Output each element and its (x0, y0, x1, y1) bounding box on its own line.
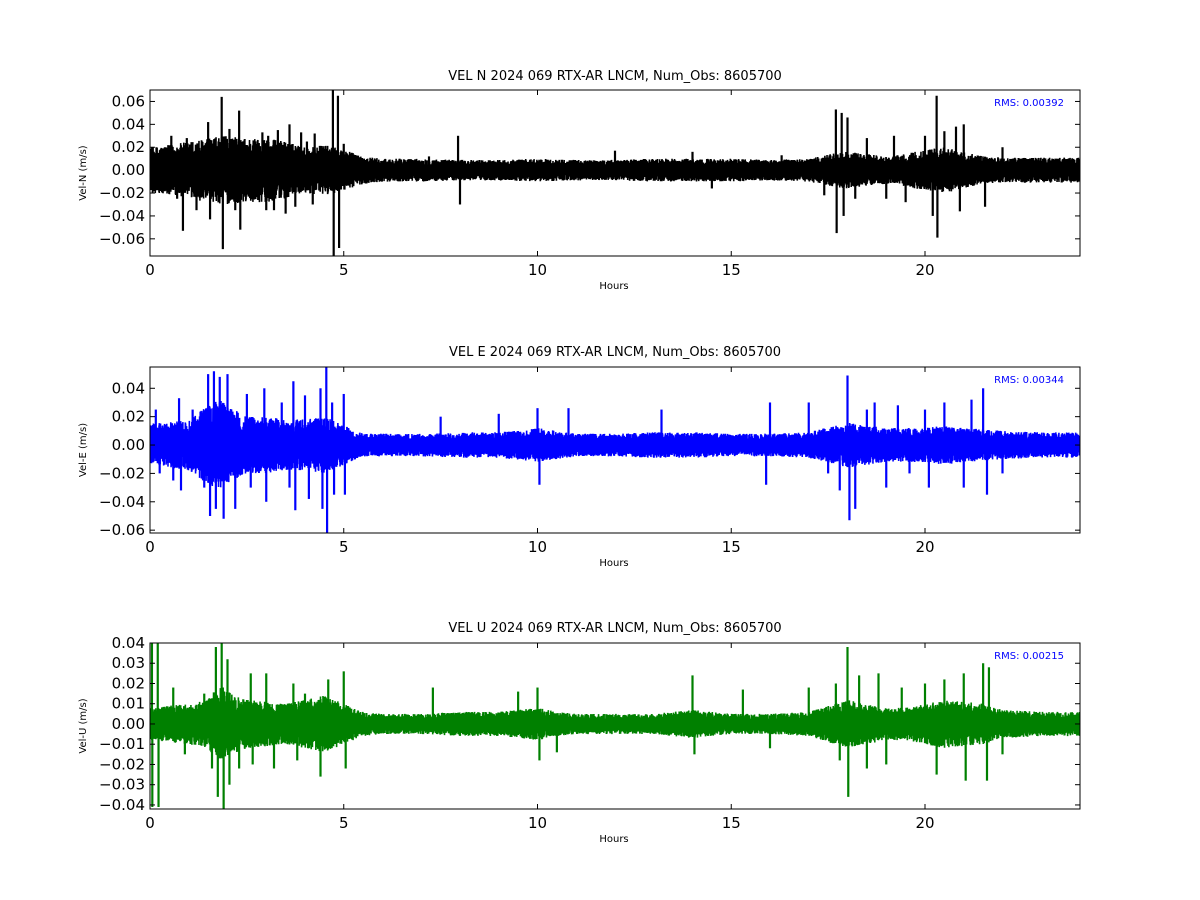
y-tick-label: −0.06 (99, 230, 145, 248)
x-tick-label: 0 (145, 814, 155, 832)
tick-group: 0 5 10 15 20 −0.06 −0.04 −0.02 0.00 0.02 0.04 0.06 (99, 90, 1080, 279)
y-tick-label: −0.04 (99, 493, 145, 511)
x-axis-label: Hours (599, 558, 628, 569)
y-axis-label: Vel-U (m/s) (78, 698, 89, 753)
panel-vel-u: VEL U 2024 069 RTX-AR LNCM, Num_Obs: 860… (78, 621, 1081, 845)
x-tick-label: 0 (145, 538, 155, 556)
x-tick-label: 5 (339, 538, 349, 556)
y-axis-label: Vel-E (m/s) (78, 423, 89, 477)
y-tick-label: −0.03 (99, 776, 145, 794)
x-axis-label: Hours (599, 834, 628, 845)
y-tick-label: 0.04 (112, 115, 145, 133)
y-axis-label: Vel-N (m/s) (78, 145, 89, 200)
y-tick-label: 0.02 (112, 138, 145, 156)
panel-vel-e: VEL E 2024 069 RTX-AR LNCM, Num_Obs: 860… (78, 345, 1081, 569)
rms-annotation: RMS: 0.00344 (994, 375, 1064, 386)
x-tick-label: 10 (528, 814, 547, 832)
x-tick-label: 15 (722, 814, 741, 832)
x-tick-label: 15 (722, 261, 741, 279)
y-tick-label: 0.06 (112, 92, 145, 110)
x-tick-label: 5 (339, 814, 349, 832)
x-tick-label: 10 (528, 538, 547, 556)
series-trace (150, 687, 1080, 760)
series-trace (150, 136, 1080, 204)
rms-annotation: RMS: 0.00392 (994, 98, 1064, 109)
y-tick-label: −0.02 (99, 184, 145, 202)
y-tick-label: 0.04 (112, 379, 145, 397)
tick-group: 0 5 10 15 20 −0.04 −0.03 −0.02 −0.01 0.00 0.01 0.02… (99, 634, 1080, 832)
y-tick-label: 0.00 (112, 436, 145, 454)
chart-title: VEL E 2024 069 RTX-AR LNCM, Num_Obs: 860… (449, 345, 781, 360)
y-tick-label: 0.00 (112, 715, 145, 733)
axes-frame (149, 366, 1081, 534)
chart-title: VEL N 2024 069 RTX-AR LNCM, Num_Obs: 860… (448, 69, 782, 84)
x-axis-label: Hours (599, 281, 628, 292)
y-tick-label: 0.04 (112, 634, 145, 652)
chart-title: VEL U 2024 069 RTX-AR LNCM, Num_Obs: 860… (448, 621, 781, 636)
x-tick-label: 20 (915, 814, 934, 832)
x-tick-label: 10 (528, 261, 547, 279)
x-tick-label: 15 (722, 538, 741, 556)
y-tick-label: 0.00 (112, 161, 145, 179)
axes-frame (149, 642, 1081, 810)
x-tick-label: 0 (145, 261, 155, 279)
y-tick-label: 0.03 (112, 654, 145, 672)
y-tick-label: −0.04 (99, 207, 145, 225)
y-tick-label: −0.02 (99, 755, 145, 773)
plot-area (150, 90, 1080, 256)
y-tick-label: 0.02 (112, 674, 145, 692)
y-tick-label: −0.06 (99, 521, 145, 539)
y-tick-label: −0.02 (99, 464, 145, 482)
y-tick-label: 0.01 (112, 695, 145, 713)
axes-frame (149, 89, 1081, 257)
x-tick-label: 20 (915, 538, 934, 556)
x-tick-label: 5 (339, 261, 349, 279)
panel-vel-n: VEL N 2024 069 RTX-AR LNCM, Num_Obs: 860… (78, 69, 1081, 292)
y-tick-label: 0.02 (112, 408, 145, 426)
plot-area (150, 643, 1080, 809)
rms-annotation: RMS: 0.00215 (994, 651, 1064, 662)
tick-group: 0 5 10 15 20 −0.06 −0.04 −0.02 0.00 0.02 0.04 (99, 367, 1080, 556)
y-tick-label: −0.01 (99, 735, 145, 753)
y-tick-label: −0.04 (99, 796, 145, 814)
plot-area (150, 367, 1080, 533)
x-tick-label: 20 (915, 261, 934, 279)
